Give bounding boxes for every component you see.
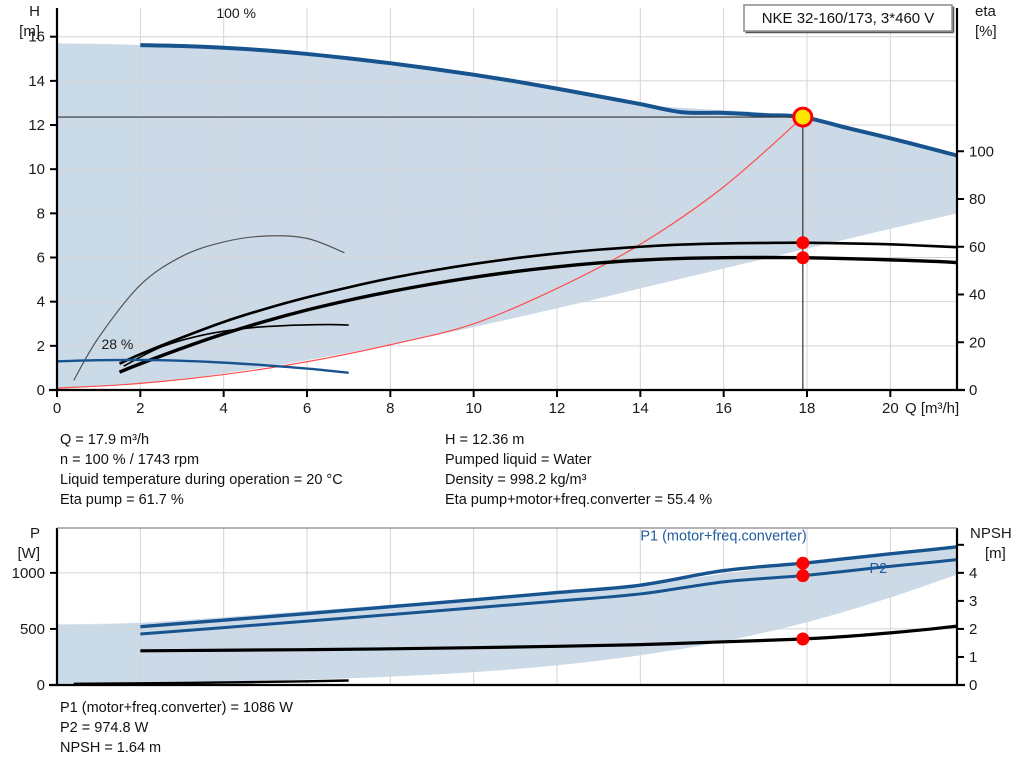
tick-label-p: 500	[20, 621, 45, 638]
tick-label-q: 10	[465, 400, 482, 417]
info-left-line-3: Eta pump = 61.7 %	[60, 492, 184, 508]
eta-28-curve	[73, 235, 345, 381]
tick-label-q: 4	[219, 400, 227, 417]
bottom-left-axis-unit: [W]	[18, 545, 41, 562]
npsh-curve	[140, 624, 958, 653]
tick-label-npsh: 4	[969, 565, 977, 582]
tick-label-q: 8	[386, 400, 394, 417]
tick-label-q: 18	[799, 400, 816, 417]
top-curves	[56, 43, 958, 389]
top-chart: 0 2 4 6 8 10 12 14 16 0 20 40 60 80 100 0 2 4 6 8 10 12 14 16 18…	[19, 3, 997, 417]
head-curve-100	[140, 43, 958, 158]
tick-label-eta: 20	[969, 334, 986, 351]
eta-pump-curve	[118, 241, 958, 365]
tick-label-h: 8	[37, 205, 45, 222]
tick-label-eta: 40	[969, 287, 986, 304]
legend-label-1: P2	[870, 561, 888, 577]
info-bottom-line-1: P2 = 974.8 W	[60, 720, 149, 736]
tick-label-h: 12	[28, 117, 45, 134]
info-left-line-1: n = 100 % / 1743 rpm	[60, 452, 199, 468]
info-left-line-0: Q = 17.9 m³/h	[60, 432, 149, 448]
tick-label-eta: 0	[969, 382, 977, 399]
bottom-curves	[73, 545, 958, 686]
tick-label-q: 6	[303, 400, 311, 417]
tick-label-p: 1000	[12, 565, 45, 582]
eta-total-curve	[118, 255, 958, 374]
tick-label-p: 0	[37, 677, 45, 694]
tick-label-npsh: 1	[969, 649, 977, 666]
tick-label-q: 2	[136, 400, 144, 417]
tick-label-h: 6	[37, 250, 45, 267]
top-right-axis-unit: [%]	[975, 23, 997, 40]
top-x-axis-title: Q [m³/h]	[905, 400, 959, 417]
tick-label-h: 10	[28, 161, 45, 178]
tick-label-npsh: 3	[969, 593, 977, 610]
tick-label-npsh: 0	[969, 677, 977, 694]
tick-label-h: 14	[28, 73, 45, 90]
bottom-right-axis-title: NPSH	[970, 525, 1012, 542]
top-left-axis-unit: [m]	[19, 23, 40, 40]
tick-label-eta: 60	[969, 239, 986, 256]
tick-label-q: 16	[715, 400, 732, 417]
speed-envelope-band	[57, 43, 957, 389]
tick-label-eta: 100	[969, 143, 994, 160]
eta-total-marker	[796, 251, 810, 265]
tick-label-eta: 80	[969, 191, 986, 208]
curve-annotation-1: 28 %	[101, 336, 133, 352]
tick-label-npsh: 2	[969, 621, 977, 638]
curve-annotation-0: 100 %	[216, 5, 256, 21]
top-right-axis-title: eta	[975, 3, 997, 20]
tick-label-q: 20	[882, 400, 899, 417]
info-right-line-2: Density = 998.2 kg/m³	[445, 472, 587, 488]
tick-label-h: 16	[28, 29, 45, 46]
bottom-chart: 0 500 1000 0 1 2 3 4 P [W] NPSH [m] P1 (motor+freq.c…	[12, 525, 1012, 694]
tick-label-q: 12	[549, 400, 566, 417]
tick-label-h: 0	[37, 382, 45, 399]
info-left-line-2: Liquid temperature during operation = 20…	[60, 472, 343, 488]
info-bottom-line-2: NPSH = 1.64 m	[60, 740, 161, 756]
tick-label-h: 2	[37, 338, 45, 355]
p1-marker	[796, 556, 810, 570]
tick-label-h: 4	[37, 294, 45, 311]
bottom-right-axis-unit: [m]	[985, 545, 1006, 562]
bottom-info: P1 (motor+freq.converter) = 1086 W P2 = 9…	[60, 700, 293, 756]
legend-label-0: P1 (motor+freq.converter)	[640, 528, 806, 544]
info-right-line-0: H = 12.36 m	[445, 432, 524, 448]
head-curve-28	[56, 358, 349, 374]
p2-curve	[140, 558, 958, 636]
info-bottom-line-0: P1 (motor+freq.converter) = 1086 W	[60, 700, 293, 716]
p1-curve	[140, 545, 958, 629]
title-box-label: NKE 32-160/173, 3*460 V	[762, 10, 935, 27]
bottom-grid	[57, 528, 957, 685]
tick-label-q: 14	[632, 400, 649, 417]
duty-point-marker[interactable]	[792, 106, 814, 128]
info-right-line-3: Eta pump+motor+freq.converter = 55.4 %	[445, 492, 712, 508]
top-left-axis-title: H	[29, 3, 40, 20]
tick-label-q: 0	[53, 400, 61, 417]
info-right-line-1: Pumped liquid = Water	[445, 452, 592, 468]
npsh-marker	[796, 632, 810, 646]
title-box	[743, 4, 953, 32]
p2-marker	[796, 569, 810, 583]
bottom-left-axis-title: P	[30, 525, 40, 542]
eta-pump-marker	[796, 236, 810, 250]
npsh-28-curve	[73, 679, 349, 686]
operating-info: Q = 17.9 m³/h n = 100 % / 1743 rpm Liquid …	[60, 432, 712, 508]
system-curve	[56, 116, 804, 389]
